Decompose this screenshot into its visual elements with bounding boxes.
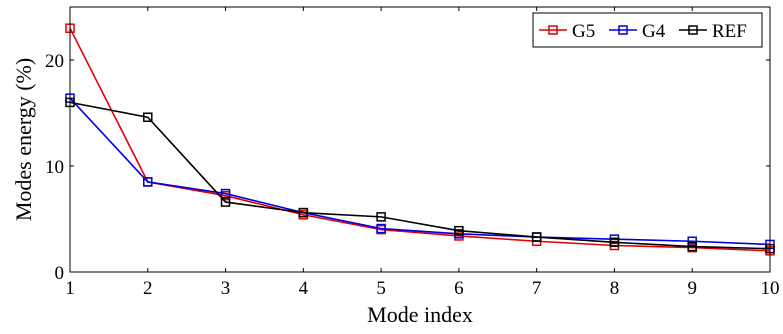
x-tick-label: 1	[65, 278, 75, 299]
data-point-g4	[143, 177, 153, 187]
series-line-ref	[69, 101, 771, 250]
x-tick-label: 6	[454, 278, 464, 299]
y-axis-label: Modes energy (%)	[11, 58, 36, 221]
legend-item-g4: G4	[609, 21, 666, 42]
data-point-ref	[220, 197, 231, 207]
legend-box	[532, 12, 763, 48]
legend-marker	[548, 25, 558, 35]
data-point-ref	[376, 212, 386, 222]
legend-item-ref: REF	[679, 21, 747, 42]
x-tick-label: 2	[143, 278, 153, 299]
x-axis-label: Mode index	[367, 302, 473, 327]
legend-label: REF	[712, 21, 747, 42]
data-point-ref	[687, 241, 697, 252]
series-g4	[65, 93, 775, 250]
data-point-ref	[609, 237, 620, 248]
y-tick-label: 20	[45, 51, 64, 72]
data-point-ref	[143, 112, 153, 122]
x-tick-label: 5	[376, 278, 386, 299]
x-tick-label: 3	[221, 278, 231, 299]
data-point-g4	[376, 223, 386, 234]
x-tick-label: 10	[761, 278, 780, 299]
data-point-ref	[531, 232, 542, 242]
y-tick-label: 10	[45, 157, 64, 178]
legend-label: G4	[642, 21, 666, 42]
series-line-g5	[69, 27, 771, 252]
data-point-ref	[298, 207, 309, 218]
ticks-layer: 1 2 3 4 5 6 7 8 9 10 0 10 20	[45, 7, 780, 299]
series-g5	[65, 23, 775, 256]
x-tick-label: 4	[299, 278, 309, 299]
series-layer	[65, 23, 775, 256]
legend-label: G5	[572, 21, 595, 42]
y-tick-label: 0	[55, 263, 65, 284]
x-tick-label: 9	[687, 278, 697, 299]
series-line-g4	[69, 97, 771, 246]
legend-marker	[688, 25, 698, 35]
data-point-ref	[454, 225, 464, 236]
legend-item-g5: G5	[539, 21, 595, 42]
data-point-g4	[687, 236, 697, 247]
legend-marker	[618, 25, 628, 35]
series-ref	[65, 97, 775, 254]
plot-frame	[69, 6, 771, 273]
x-tick-label: 7	[532, 278, 542, 299]
legend: G5 G4 REF	[532, 12, 763, 48]
x-tick-label: 8	[610, 278, 620, 299]
